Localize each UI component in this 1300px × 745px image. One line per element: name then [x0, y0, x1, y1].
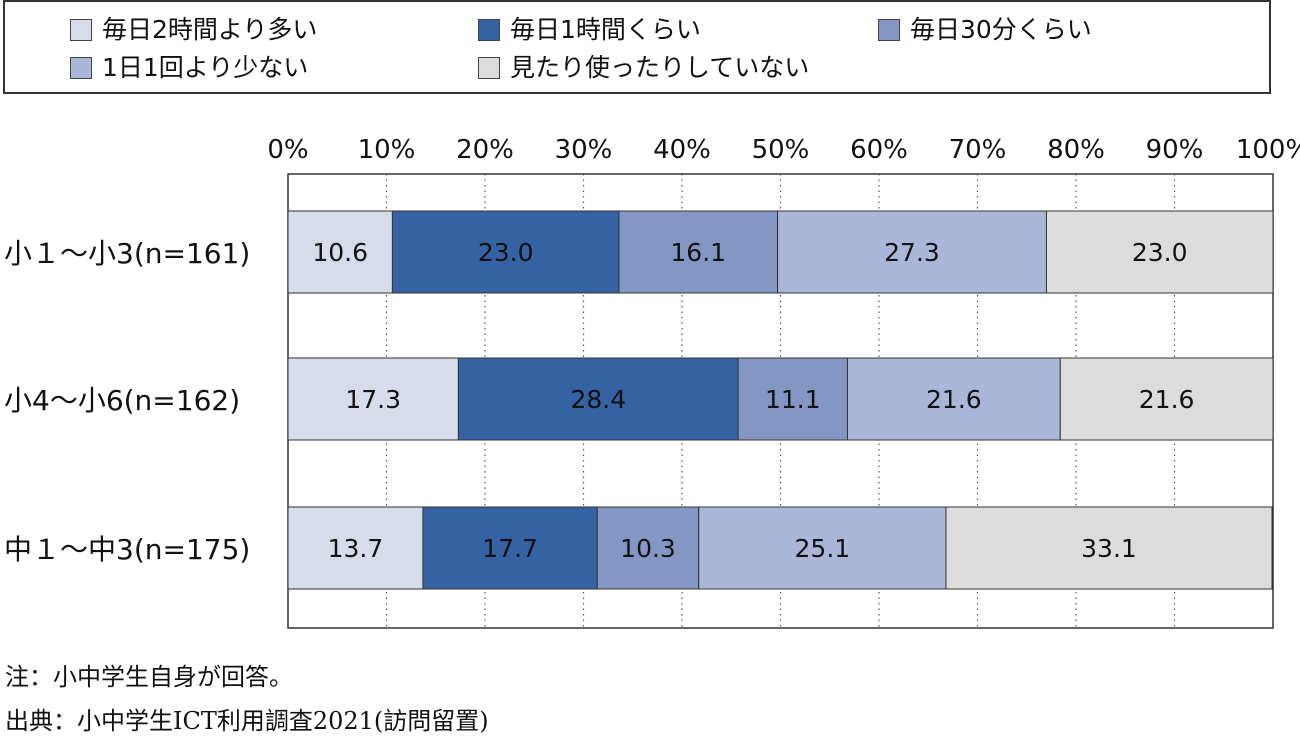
bar-segment-0-2 — [618, 210, 779, 294]
bar-segment-0-1 — [391, 210, 620, 294]
respondent-note: 注：小中学生自身が回答。 — [5, 663, 293, 691]
bar-segment-0-4 — [1045, 210, 1274, 294]
bar-segment-1-2 — [737, 357, 848, 441]
bar-segment-2-0 — [287, 506, 424, 590]
x-tick-label-0: 0% — [267, 135, 308, 165]
bar-segment-0-0 — [287, 210, 393, 294]
data-label-1-3: 21.6 — [926, 385, 982, 414]
data-label-0-0: 10.6 — [312, 238, 368, 267]
legend-swatch-1h — [478, 19, 500, 41]
legend-swatch-2h-plus — [70, 19, 92, 41]
data-label-2-2: 10.3 — [620, 534, 676, 563]
legend-item-not-used: 見たり使ったりしていない — [478, 53, 809, 83]
x-tick-label-9: 90% — [1146, 135, 1204, 165]
chart-legend: 毎日2時間より多い 毎日1時間くらい 毎日30分くらい 1日1回より少ない 見た… — [3, 0, 1271, 94]
category-label-2: 中１～中3(n=175) — [4, 533, 250, 566]
legend-swatch-30m — [878, 19, 900, 41]
legend-item-2h-plus: 毎日2時間より多い — [70, 15, 317, 45]
x-tick-label-5: 50% — [752, 135, 810, 165]
x-tick-label-3: 30% — [555, 135, 613, 165]
x-tick-label-1: 10% — [358, 135, 416, 165]
x-tick-label-7: 70% — [949, 135, 1007, 165]
legend-swatch-less-than-daily — [70, 57, 92, 79]
bar-segment-2-3 — [698, 506, 947, 590]
data-label-2-3: 25.1 — [795, 534, 851, 563]
bar-segment-1-0 — [287, 357, 459, 441]
bar-segment-1-3 — [846, 357, 1061, 441]
x-tick-label-8: 80% — [1047, 135, 1105, 165]
data-label-1-0: 17.3 — [345, 385, 401, 414]
x-tick-label-4: 40% — [653, 135, 711, 165]
x-tick-label-10: 100% — [1236, 135, 1300, 165]
legend-item-less-than-daily: 1日1回より少ない — [70, 53, 308, 83]
legend-item-1h: 毎日1時間くらい — [478, 15, 701, 45]
legend-label-30m: 毎日30分くらい — [910, 15, 1092, 44]
source-note: 出典：小中学生ICT利用調査2021(訪問留置) — [5, 707, 489, 735]
legend-item-30m: 毎日30分くらい — [878, 15, 1092, 45]
category-label-1: 小4～小6(n=162) — [4, 384, 240, 417]
data-label-1-2: 11.1 — [765, 385, 821, 414]
data-label-0-3: 27.3 — [884, 238, 940, 267]
data-label-0-4: 23.0 — [1132, 238, 1188, 267]
bar-segment-0-3 — [777, 210, 1047, 294]
data-label-1-1: 28.4 — [570, 385, 626, 414]
data-label-0-1: 23.0 — [478, 238, 534, 267]
bar-segment-2-2 — [596, 506, 700, 590]
x-tick-label-6: 60% — [850, 135, 908, 165]
legend-label-not-used: 見たり使ったりしていない — [510, 53, 810, 82]
bar-segment-2-1 — [422, 506, 598, 590]
data-label-2-1: 17.7 — [482, 534, 538, 563]
data-label-2-0: 13.7 — [328, 534, 384, 563]
legend-label-1h: 毎日1時間くらい — [510, 15, 701, 44]
category-label-0: 小１～小3(n=161) — [4, 237, 250, 270]
chart-notes: 注：小中学生自身が回答。 出典：小中学生ICT利用調査2021(訪問留置) — [5, 655, 489, 743]
bar-segment-2-4 — [945, 506, 1273, 590]
data-label-2-4: 33.1 — [1081, 534, 1137, 563]
bar-segment-1-1 — [457, 357, 739, 441]
legend-label-2h-plus: 毎日2時間より多い — [102, 15, 318, 44]
data-label-0-2: 16.1 — [670, 238, 726, 267]
legend-swatch-not-used — [478, 57, 500, 79]
x-tick-label-2: 20% — [456, 135, 514, 165]
data-label-1-4: 21.6 — [1139, 385, 1195, 414]
bar-segment-1-4 — [1059, 357, 1274, 441]
legend-label-less-than-daily: 1日1回より少ない — [102, 53, 309, 82]
